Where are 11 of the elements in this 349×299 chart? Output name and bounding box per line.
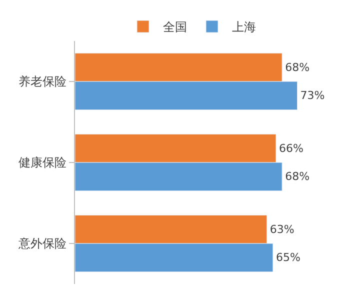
y-tick-label: 健康保险 xyxy=(18,156,67,170)
data-label: 63% xyxy=(270,222,294,236)
data-label: 68% xyxy=(285,170,310,184)
legend-label: 上海 xyxy=(232,20,256,34)
data-label: 65% xyxy=(276,251,300,264)
y-tick-label: 意外保险 xyxy=(18,236,67,251)
data-label: 66% xyxy=(278,142,304,155)
data-label: 68% xyxy=(285,60,310,74)
legend-label: 全国 xyxy=(163,20,187,34)
data-label: 73% xyxy=(300,89,325,102)
y-tick-label: 养老保险 xyxy=(18,74,67,89)
